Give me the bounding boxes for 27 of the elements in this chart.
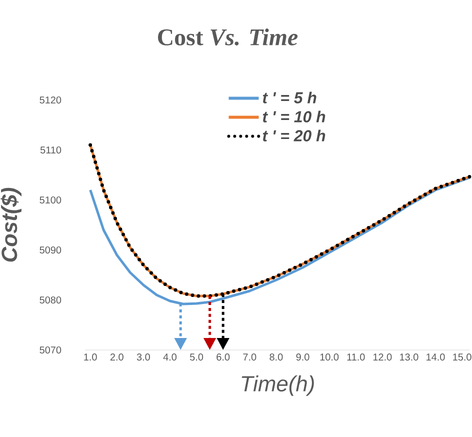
x-tick-label: 9.0	[296, 354, 310, 361]
legend-label: t ' = 20 h	[262, 130, 326, 142]
x-tick-label: 15.0	[453, 354, 472, 361]
x-tick-label: 2.0	[110, 354, 124, 361]
x-tick-label: 1.0	[84, 354, 97, 361]
y-axis-title: Cost($)	[0, 188, 22, 262]
y-tick-label: 5090	[40, 246, 62, 254]
x-tick-label: 13.0	[400, 354, 418, 361]
y-tick-label: 5100	[40, 196, 62, 204]
y-tick-label: 5080	[40, 296, 62, 304]
x-tick-label: 3.0	[136, 354, 150, 361]
x-tick-label: 4.0	[163, 354, 177, 361]
x-tick-label: 12.0	[373, 354, 392, 361]
x-axis-title: Time(h)	[242, 375, 314, 396]
y-tick-label: 5110	[40, 146, 62, 154]
chart-title: Cost Vs. Time	[158, 28, 298, 46]
x-tick-label: 8.0	[270, 354, 283, 361]
y-tick-label: 5070	[40, 346, 62, 354]
x-tick-label: 6.0	[216, 354, 230, 361]
y-tick-label: 5120	[40, 96, 62, 104]
legend-label: t ' = 10 h	[262, 110, 326, 122]
x-tick-label: 10.0	[320, 354, 339, 361]
x-tick-label: 7.0	[243, 354, 256, 361]
x-tick-label: 14.0	[426, 354, 445, 361]
x-tick-label: 11.0	[347, 354, 365, 361]
x-tick-label: 5.0	[190, 354, 204, 361]
legend-label: t ' = 5 h	[262, 92, 316, 104]
